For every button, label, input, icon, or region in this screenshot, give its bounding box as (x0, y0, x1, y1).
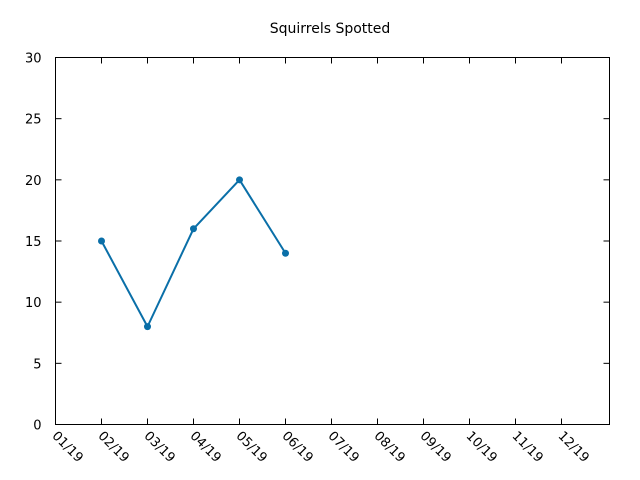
x-tick-label: 04/19 (187, 429, 224, 466)
chart-title: Squirrels Spotted (270, 21, 391, 37)
x-tick-label: 01/19 (49, 429, 86, 466)
y-tick-label: 10 (25, 296, 42, 311)
x-tick-label: 10/19 (463, 429, 500, 466)
y-tick-label: 30 (25, 52, 42, 67)
data-point (282, 249, 289, 257)
plot-frame (55, 57, 610, 425)
series-line (100, 178, 287, 328)
x-tick-label: 09/19 (417, 429, 454, 466)
data-point (98, 237, 105, 245)
x-tick-label: 12/19 (555, 429, 592, 466)
x-tick-label: 02/19 (95, 429, 132, 466)
x-tick-label: 03/19 (141, 429, 178, 466)
y-tick-label: 5 (33, 357, 41, 372)
data-point (236, 176, 243, 184)
x-tick-label: 08/19 (371, 429, 408, 466)
axes: 0 5 10 15 20 25 30 01/19 02/19 03/19 04/19 05/19 06/… (25, 52, 610, 466)
series-marks (98, 176, 289, 331)
y-tick-label: 0 (33, 419, 41, 434)
x-tick-label: 11/19 (509, 429, 546, 466)
y-tick-label: 25 (25, 113, 42, 128)
data-point (190, 225, 197, 233)
x-tick-label: 05/19 (233, 429, 270, 466)
x-tick-label: 07/19 (325, 429, 362, 466)
data-point (144, 323, 151, 331)
x-tick-label: 06/19 (279, 429, 316, 466)
y-tick-label: 20 (25, 174, 42, 189)
y-tick-label: 15 (25, 235, 42, 250)
